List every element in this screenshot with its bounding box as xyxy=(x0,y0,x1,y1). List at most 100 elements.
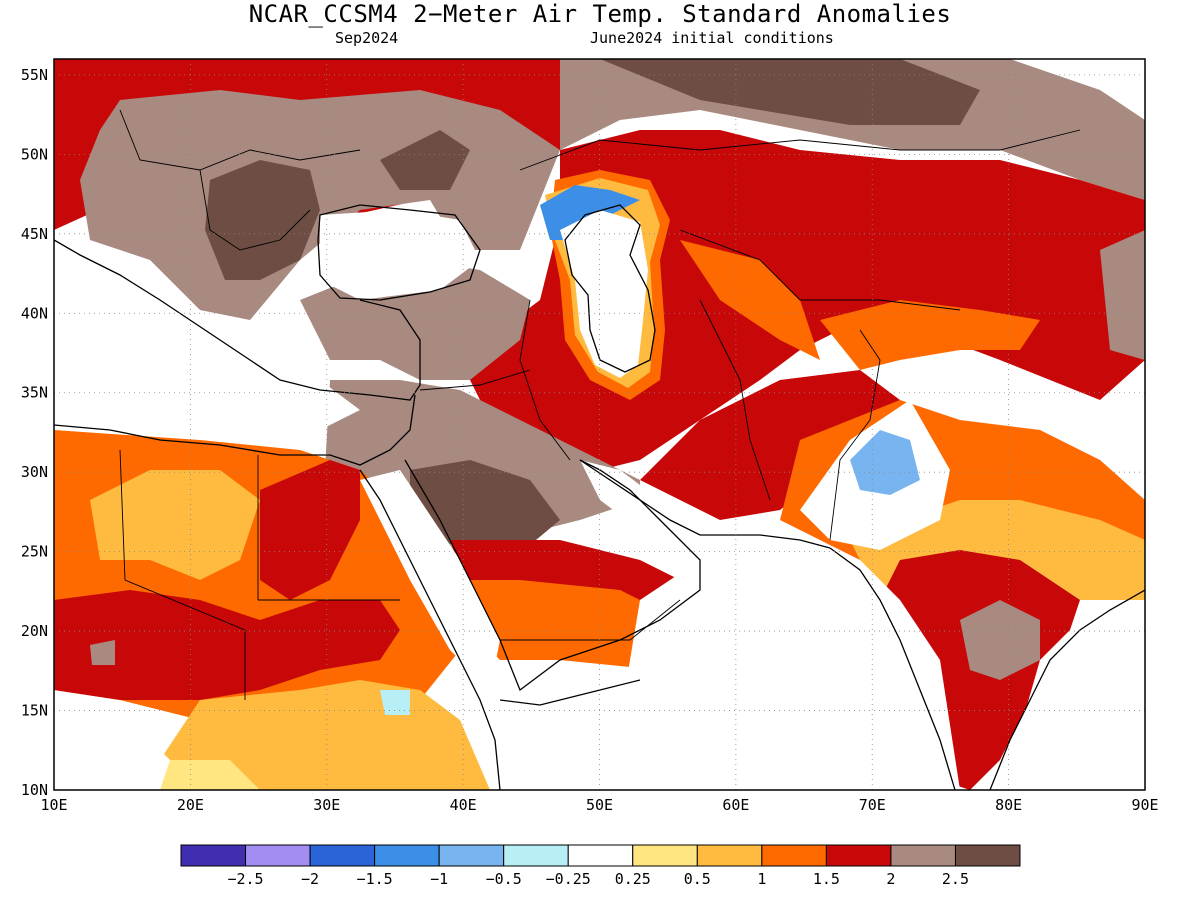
sea-bay-of-bengal xyxy=(1010,600,1145,790)
border-pakistan-india xyxy=(829,329,881,541)
lat-tick-label: 30N xyxy=(21,463,48,481)
lat-tick-label: 15N xyxy=(21,702,48,720)
coastline-india-east xyxy=(989,589,1145,790)
border-iran-afghanistan xyxy=(699,299,771,501)
lat-tick-label: 45N xyxy=(21,225,48,243)
lon-tick-label: 20E xyxy=(177,796,204,814)
sea-arabian-sea xyxy=(620,540,960,790)
border-russia-kazakhstan xyxy=(519,129,1081,171)
anomaly-region-ethiopia-blue xyxy=(380,690,410,715)
colorbar-swatch xyxy=(761,844,827,867)
sea-black-sea xyxy=(320,210,480,300)
anomaly-region-balkans-darkbrown xyxy=(205,160,320,280)
lon-tick-label: 80E xyxy=(995,796,1022,814)
border-kazakhstan-south xyxy=(679,229,961,311)
lon-tick-label: 40E xyxy=(450,796,477,814)
lon-tick-label: 60E xyxy=(722,796,749,814)
anomaly-region-sahel-red xyxy=(54,590,400,700)
anomaly-region-russia-darkbrown xyxy=(600,59,980,125)
colorbar-label: 2.5 xyxy=(942,870,969,888)
colorbar-swatch xyxy=(245,844,311,867)
border-layer xyxy=(119,109,1081,700)
border-iran-iraq xyxy=(519,299,571,461)
lat-tick-label: 10N xyxy=(21,781,48,799)
colorbar-label: 0.5 xyxy=(684,870,711,888)
anomaly-region-sahara-yellow xyxy=(90,470,260,580)
map-frame xyxy=(53,58,1146,791)
anomaly-region-kazakh-orange xyxy=(680,240,820,360)
lat-tick-label: 25N xyxy=(21,543,48,561)
colorbar-swatch xyxy=(825,844,892,867)
colorbar-label: −2.5 xyxy=(227,870,263,888)
anomaly-region-caspian-white xyxy=(560,210,648,378)
lat-tick-label: 40N xyxy=(21,304,48,322)
border-europe-a xyxy=(119,109,361,171)
colorbar-swatch xyxy=(180,844,247,867)
coastline-black-sea xyxy=(317,204,481,301)
anomaly-region-horn-lightyellow xyxy=(160,760,260,790)
anomaly-region-india-blue xyxy=(850,430,920,495)
anomaly-region-arabia-darkbrown xyxy=(410,460,560,550)
border-europe-b xyxy=(199,169,311,251)
border-turkey-syria xyxy=(419,369,531,391)
coastline-horn-africa xyxy=(499,679,641,706)
anomaly-region-pakistan-red xyxy=(640,370,900,520)
colorbar-label: −2 xyxy=(301,870,319,888)
border-saudi-yemen xyxy=(500,599,681,641)
latitude-tick-labels: 10N 15N 20N 25N 30N 35N 40N 45N 50N 55N xyxy=(21,66,48,799)
lon-tick-label: 90E xyxy=(1131,796,1158,814)
coastline-caspian xyxy=(564,204,656,373)
colorbar-label: 1.5 xyxy=(813,870,840,888)
coastline-north-africa xyxy=(54,394,416,466)
colorbar-label: −1 xyxy=(430,870,448,888)
colorbar-swatch xyxy=(567,844,634,867)
anomaly-region-sahel-red-north xyxy=(260,460,360,600)
valid-month-label: Sep2024 xyxy=(335,29,399,47)
lon-tick-label: 10E xyxy=(40,796,67,814)
colorbar-swatch xyxy=(438,844,505,867)
colorbar-swatch xyxy=(632,844,698,867)
anomaly-region-horn-white xyxy=(470,660,640,740)
anomaly-region-india-south-brown xyxy=(960,600,1040,680)
init-conditions-label: June2024 initial conditions xyxy=(590,29,834,47)
coastline-layer xyxy=(54,204,1145,790)
anomaly-region-africa-white-west xyxy=(54,720,170,790)
colorbar: −2.5 −2 −1.5 −1 −0.5 −0.25 0.25 0.5 1 1.5 2 2.5 xyxy=(180,844,1021,888)
colorbar-label: 2 xyxy=(886,870,895,888)
sea-mediterranean xyxy=(54,300,360,440)
anomaly-region-far-east-brown xyxy=(1100,230,1145,360)
lat-tick-label: 20N xyxy=(21,622,48,640)
lon-tick-label: 70E xyxy=(859,796,886,814)
longitude-tick-labels: 10E 20E 30E 40E 50E 60E 70E 80E 90E xyxy=(40,796,1158,814)
border-libya-algeria xyxy=(119,449,246,631)
coastline-india-west xyxy=(829,547,956,790)
colorbar-label: 0.25 xyxy=(615,870,651,888)
anomaly-fill-layer xyxy=(54,59,1145,790)
lon-tick-label: 30E xyxy=(313,796,340,814)
lat-tick-label: 50N xyxy=(21,145,48,163)
colorbar-swatch xyxy=(503,844,569,867)
colorbar-swatch xyxy=(954,844,1021,867)
anomaly-region-arabia-south-orange xyxy=(450,580,680,670)
colorbar-swatch xyxy=(374,844,440,867)
sea-red-sea xyxy=(360,470,500,690)
colorbar-swatch xyxy=(890,844,956,867)
anomaly-region-ukraine-darkbrown xyxy=(380,130,470,190)
coastline-southern-europe xyxy=(54,239,421,401)
coastline-persian-gulf xyxy=(579,459,831,549)
colorbar-label: −0.5 xyxy=(486,870,522,888)
colorbar-swatch xyxy=(696,844,763,867)
coastline-red-sea-west xyxy=(359,469,501,790)
coastline-arabia xyxy=(404,459,701,692)
lat-tick-label: 55N xyxy=(21,66,48,84)
map-title: NCAR_CCSM4 2−Meter Air Temp. Standard An… xyxy=(248,0,952,28)
colorbar-label: 1 xyxy=(757,870,766,888)
lon-tick-label: 50E xyxy=(586,796,613,814)
colorbar-label: −0.25 xyxy=(546,870,591,888)
lat-tick-label: 35N xyxy=(21,384,48,402)
colorbar-label: −1.5 xyxy=(357,870,393,888)
anomaly-region-caspian-blue xyxy=(540,185,640,240)
anomaly-region-sahel-brown xyxy=(90,640,115,665)
colorbar-swatch xyxy=(309,844,376,867)
